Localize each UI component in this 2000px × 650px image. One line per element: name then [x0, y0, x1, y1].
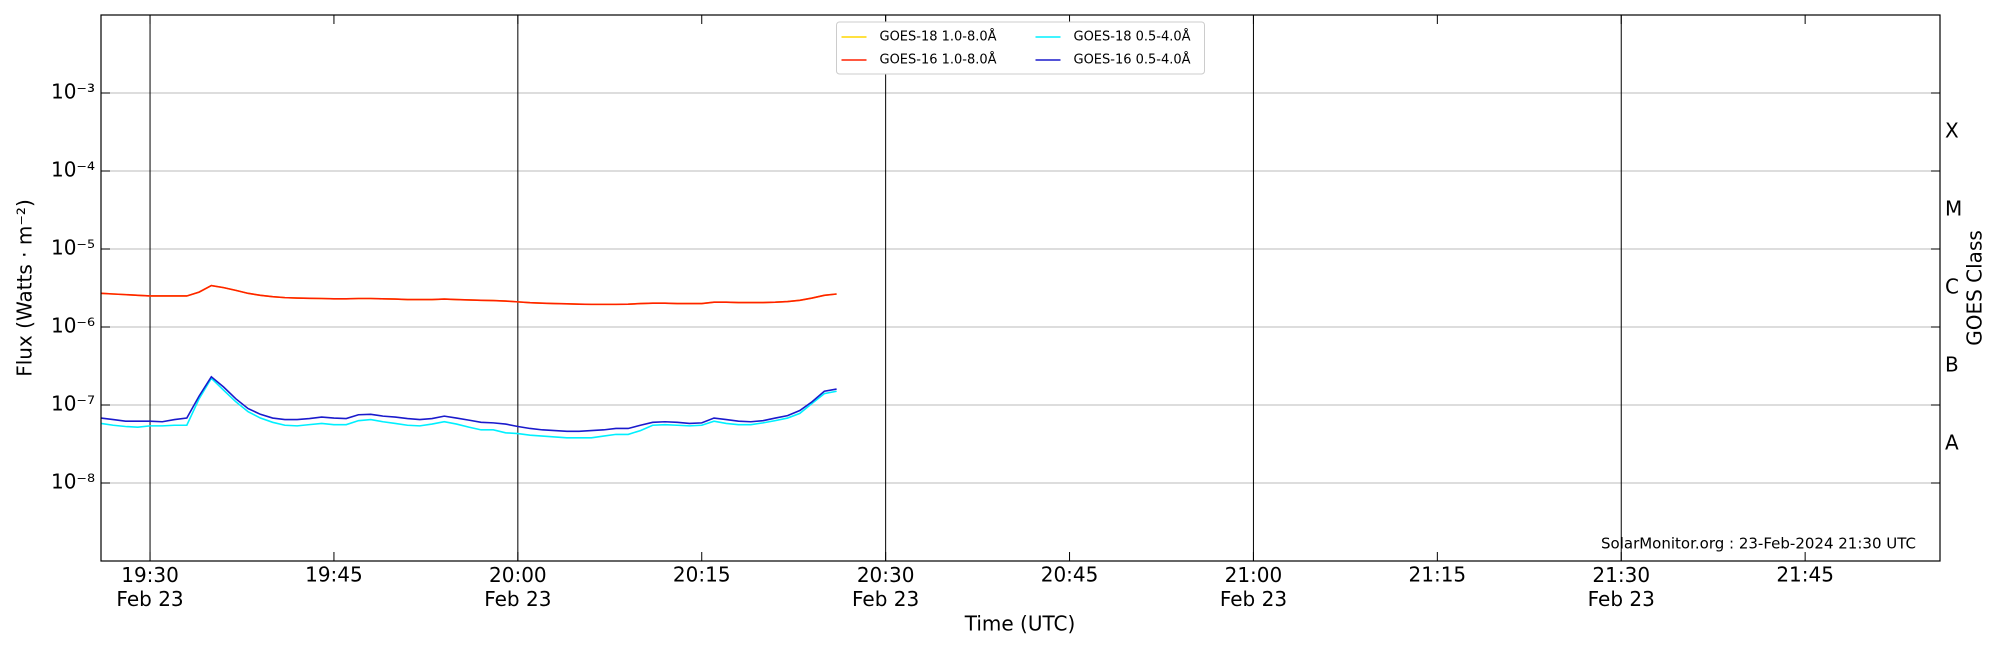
- plot-frame: [100, 14, 1941, 562]
- series-line: [100, 377, 837, 439]
- x-tick-label: 20:00 Feb 23: [484, 563, 551, 611]
- y-tick-label: 10⁻³: [51, 80, 95, 104]
- y2-tick-label: C: [1945, 274, 1959, 298]
- legend-box: [836, 21, 1205, 75]
- y2-tick-label: B: [1945, 352, 1959, 376]
- series-line: [100, 284, 837, 306]
- y-tick-label: 10⁻⁸: [51, 470, 95, 494]
- y-axis-label: Flux (Watts · m⁻²): [13, 199, 37, 377]
- x-tick-label: 19:45: [305, 563, 363, 587]
- x-tick-label: 20:15: [673, 563, 731, 587]
- y2-tick-label: A: [1945, 430, 1959, 454]
- y-tick-label: 10⁻⁷: [51, 392, 95, 416]
- legend-label: GOES-18 0.5-4.0Å: [1074, 29, 1191, 45]
- legend: GOES-18 1.0-8.0Å GOES-16 1.0-8.0Å GOES-18 …: [836, 21, 1205, 75]
- y-tick-label: 10⁻⁶: [51, 314, 95, 338]
- x-tick-label: 20:30 Feb 23: [852, 563, 919, 611]
- y-tick-label: 10⁻⁵: [51, 236, 95, 260]
- y2-tick-label: X: [1945, 118, 1959, 142]
- annotation: SolarMonitor.org : 23-Feb-2024 21:30 UTC: [1601, 535, 1916, 553]
- x-tick-label: 19:30 Feb 23: [116, 563, 183, 611]
- x-tick-label: 21:30 Feb 23: [1588, 563, 1655, 611]
- y2-axis-label: GOES Class: [1963, 230, 1987, 346]
- y2-tick-label: M: [1945, 196, 1962, 220]
- legend-label: GOES-18 1.0-8.0Å: [880, 29, 997, 45]
- x-tick-label: 21:15: [1409, 563, 1467, 587]
- x-tick-label: 21:00 Feb 23: [1220, 563, 1287, 611]
- x-axis-label: Time (UTC): [964, 612, 1076, 636]
- x-tick-label: 20:45: [1041, 563, 1099, 587]
- series-line: [100, 375, 837, 433]
- legend-label: GOES-16 0.5-4.0Å: [1074, 52, 1191, 68]
- y-tick-label: 10⁻⁴: [51, 158, 95, 182]
- legend-label: GOES-16 1.0-8.0Å: [880, 52, 997, 68]
- x-tick-label: 21:45: [1776, 563, 1834, 587]
